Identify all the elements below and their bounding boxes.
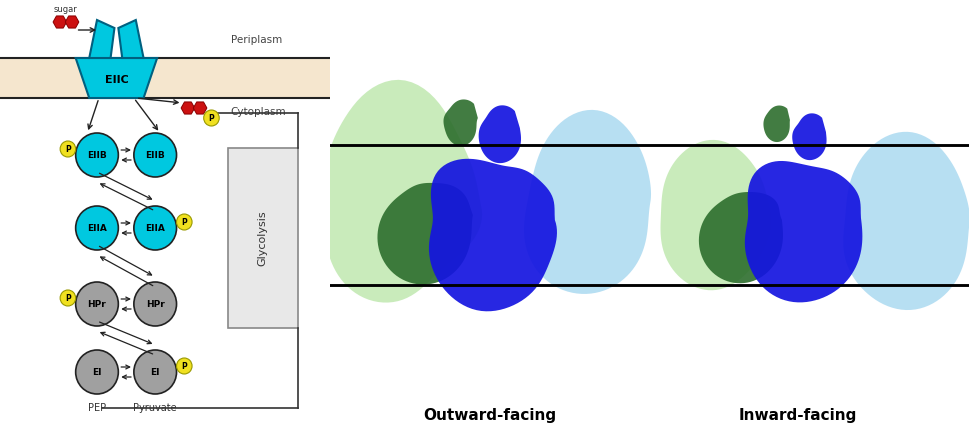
- Text: Outward-facing: Outward-facing: [422, 408, 556, 423]
- Text: EI: EI: [92, 368, 102, 377]
- Circle shape: [76, 350, 118, 394]
- Text: EIIC: EIIC: [105, 75, 128, 85]
- Circle shape: [60, 141, 76, 157]
- Polygon shape: [89, 20, 114, 58]
- Text: Periplasm: Periplasm: [231, 35, 282, 45]
- Circle shape: [76, 206, 118, 250]
- Text: EIIB: EIIB: [145, 151, 165, 159]
- Text: P: P: [181, 218, 187, 226]
- Polygon shape: [478, 105, 520, 163]
- Text: Inward-facing: Inward-facing: [738, 408, 857, 423]
- Text: HPr: HPr: [87, 300, 107, 309]
- Polygon shape: [763, 106, 789, 142]
- Text: EIIA: EIIA: [87, 223, 107, 233]
- Text: P: P: [181, 361, 187, 370]
- Polygon shape: [377, 183, 472, 285]
- Circle shape: [176, 214, 192, 230]
- Polygon shape: [842, 132, 969, 310]
- Text: P: P: [208, 114, 214, 123]
- Circle shape: [76, 282, 118, 326]
- Circle shape: [203, 110, 219, 126]
- Text: Glycolysis: Glycolysis: [258, 210, 267, 266]
- Text: EI: EI: [150, 368, 160, 377]
- Text: PEP: PEP: [88, 403, 106, 413]
- Circle shape: [76, 133, 118, 177]
- Text: HPr: HPr: [145, 300, 165, 309]
- Polygon shape: [523, 110, 650, 294]
- Polygon shape: [698, 192, 782, 283]
- Text: EIIA: EIIA: [145, 223, 165, 233]
- FancyBboxPatch shape: [228, 148, 297, 328]
- Text: P: P: [65, 293, 71, 302]
- Polygon shape: [428, 159, 556, 311]
- Circle shape: [134, 206, 176, 250]
- Polygon shape: [443, 99, 478, 146]
- Polygon shape: [118, 20, 143, 58]
- Bar: [0, 58, 329, 98]
- Text: EIIB: EIIB: [87, 151, 107, 159]
- Text: Cytoplasm: Cytoplasm: [231, 107, 286, 117]
- Circle shape: [60, 290, 76, 306]
- Circle shape: [134, 282, 176, 326]
- Polygon shape: [76, 58, 157, 98]
- Polygon shape: [660, 140, 770, 290]
- Circle shape: [134, 350, 176, 394]
- Polygon shape: [744, 161, 861, 302]
- Text: sugar: sugar: [54, 5, 78, 15]
- Text: Pyruvate: Pyruvate: [134, 403, 176, 413]
- Polygon shape: [323, 80, 482, 302]
- Circle shape: [176, 358, 192, 374]
- Polygon shape: [792, 113, 826, 160]
- Circle shape: [134, 133, 176, 177]
- Text: P: P: [65, 144, 71, 154]
